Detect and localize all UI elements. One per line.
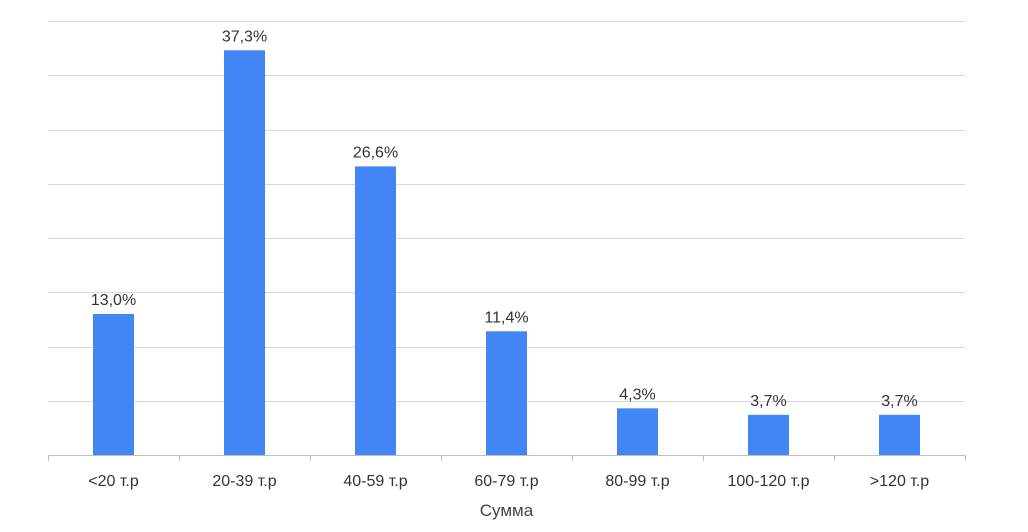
- bar: [879, 414, 920, 455]
- bar-value-label: 26,6%: [353, 144, 398, 161]
- bar-value-label: 37,3%: [222, 28, 267, 45]
- x-tick-label: 40-59 т.р: [343, 473, 407, 490]
- data-labels: 13,0% 37,3% 26,6% 11,4% 4,3% 3,7% 3,7%: [91, 28, 918, 410]
- bar: [93, 313, 134, 455]
- bar-value-label: 3,7%: [750, 393, 786, 410]
- x-tick-label: 100-120 т.р: [727, 473, 809, 490]
- gridlines: [48, 21, 965, 402]
- x-tick-labels: <20 т.р 20-39 т.р 40-59 т.р 60-79 т.р 80-99 …: [48, 455, 966, 490]
- x-tick-label: <20 т.р: [88, 473, 139, 490]
- x-tick-label: >120 т.р: [870, 473, 929, 490]
- bar-value-label: 13,0%: [91, 292, 136, 309]
- x-tick-label: 20-39 т.р: [212, 473, 276, 490]
- x-tick-label: 60-79 т.р: [474, 473, 538, 490]
- bar: [617, 408, 658, 455]
- bar-value-label: 4,3%: [619, 386, 655, 403]
- bar-value-label: 11,4%: [484, 309, 528, 326]
- bar: [224, 50, 265, 456]
- x-axis-title: Сумма: [480, 501, 534, 520]
- x-tick-label: 80-99 т.р: [605, 473, 669, 490]
- bars: [93, 50, 920, 456]
- bar-value-label: 3,7%: [881, 393, 917, 410]
- bar: [486, 331, 527, 455]
- bar: [748, 414, 789, 455]
- bar: [355, 166, 396, 455]
